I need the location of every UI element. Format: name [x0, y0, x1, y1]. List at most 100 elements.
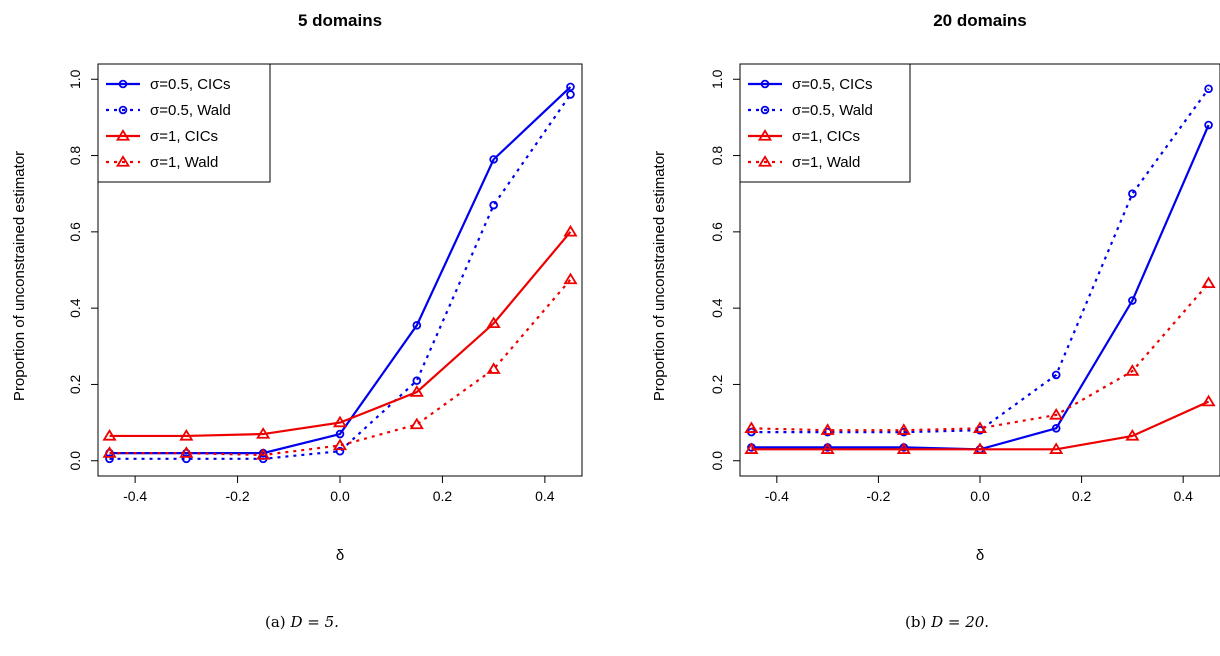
caption-b-prefix: (b): [905, 613, 927, 631]
data-point: [335, 446, 345, 456]
legend-label: σ=1, CICs: [150, 128, 218, 145]
data-point: [256, 427, 271, 439]
data-point: [332, 438, 348, 451]
data-point: [115, 129, 131, 141]
series-line: [751, 282, 1210, 432]
data-point: [744, 421, 759, 433]
data-point: [896, 423, 911, 435]
data-point: [118, 79, 128, 89]
data-point: [972, 442, 988, 454]
y-tick-label: 0.8: [67, 146, 83, 166]
data-point: [182, 454, 191, 464]
data-point: [744, 442, 759, 454]
data-point: [489, 200, 498, 210]
chart-panel-1: 5 domains -0.4 -0.2 0.0 0.2 0.4 0.0 0.2 0.4 0.6 0.…: [11, 11, 583, 564]
data-point: [332, 415, 348, 428]
x-tick-label: -0.4: [123, 488, 147, 504]
data-point: [1051, 424, 1061, 433]
data-point: [489, 155, 498, 164]
x-tick-label: 0.0: [330, 488, 350, 504]
chart-title: 20 domains: [933, 11, 1027, 30]
x-tick-label: 0.4: [1173, 488, 1193, 504]
legend-label: σ=0.5, CICs: [792, 76, 873, 93]
x-axis-label: δ: [336, 547, 344, 564]
y-tick-label: 0.4: [709, 298, 725, 318]
data-point: [1125, 429, 1140, 441]
y-tick-label: 0.0: [67, 451, 83, 471]
series-line: [109, 231, 572, 438]
x-tick-label: 0.2: [433, 488, 453, 504]
data-point: [102, 446, 117, 458]
data-point: [409, 385, 424, 397]
data-point: [896, 442, 911, 454]
data-point: [820, 442, 835, 454]
series-3: [744, 394, 1216, 454]
y-tick-label: 0.0: [709, 451, 725, 471]
data-point: [1049, 408, 1064, 420]
x-tick-label: 0.0: [970, 488, 990, 504]
series-4: [744, 276, 1216, 435]
x-tick-label: -0.2: [866, 488, 890, 504]
data-point: [412, 376, 422, 385]
legend: σ=0.5, CICs σ=0.5, Wald σ=1, CICs σ=1, Wald: [739, 63, 911, 183]
data-point: [760, 105, 770, 115]
y-tick-label: 0.6: [709, 222, 725, 242]
data-point: [256, 448, 271, 460]
caption-b: (b) D = 20.: [905, 613, 989, 631]
chart-panel-2: 20 domains -0.4 -0.2 0.0 0.2 0.4 0.0 0.2 0.4 0.6 0…: [651, 11, 1220, 564]
series-4: [102, 272, 578, 460]
x-tick-label: 0.2: [1072, 488, 1092, 504]
data-point: [1201, 394, 1216, 407]
data-point: [409, 417, 424, 430]
legend-label: σ=0.5, Wald: [150, 102, 231, 119]
series-line: [751, 400, 1210, 451]
data-point: [179, 429, 194, 441]
data-point: [566, 90, 575, 99]
x-axis-label: δ: [976, 547, 984, 564]
data-point: [412, 321, 422, 330]
data-point: [1051, 370, 1061, 380]
y-axis-label: Proportion of unconstrained estimator: [11, 151, 28, 401]
legend-label: σ=0.5, Wald: [792, 102, 873, 119]
legend-label: σ=1, Wald: [792, 154, 860, 171]
y-tick-label: 0.4: [67, 298, 83, 318]
y-axis-label: Proportion of unconstrained estimator: [651, 151, 668, 401]
series-line: [109, 86, 572, 455]
data-point: [757, 155, 773, 167]
data-point: [1128, 189, 1137, 199]
data-area: [102, 82, 578, 464]
caption-a-prefix: (a): [265, 613, 286, 631]
data-point: [1125, 364, 1140, 376]
legend: σ=0.5, CICs σ=0.5, Wald σ=1, CICs σ=1, Wald: [97, 63, 271, 183]
data-point: [1204, 84, 1213, 94]
chart-title: 5 domains: [298, 11, 382, 30]
series-line: [109, 278, 572, 457]
caption-b-math: D = 20.: [931, 613, 990, 631]
y-tick-label: 1.0: [67, 69, 83, 89]
data-point: [179, 446, 194, 458]
data-point: [1201, 276, 1216, 288]
y-tick-label: 0.6: [67, 222, 83, 242]
data-point: [563, 224, 578, 237]
data-point: [105, 454, 114, 464]
caption-a-math: D = 5.: [290, 613, 339, 631]
data-point: [757, 129, 773, 141]
data-point: [1204, 120, 1213, 130]
data-point: [1128, 296, 1137, 305]
data-point: [563, 272, 578, 285]
data-point: [486, 316, 501, 329]
y-tick-label: 1.0: [709, 69, 725, 89]
data-point: [972, 421, 988, 433]
data-point: [102, 429, 117, 441]
x-tick-label: 0.4: [535, 488, 555, 504]
data-point: [1049, 442, 1064, 454]
data-point: [118, 105, 128, 115]
data-area: [744, 84, 1216, 454]
y-tick-label: 0.2: [67, 375, 83, 395]
data-point: [115, 155, 131, 167]
x-tick-label: -0.2: [226, 488, 250, 504]
data-point: [820, 423, 835, 435]
legend-label: σ=1, CICs: [792, 128, 860, 145]
series-3: [102, 224, 578, 441]
